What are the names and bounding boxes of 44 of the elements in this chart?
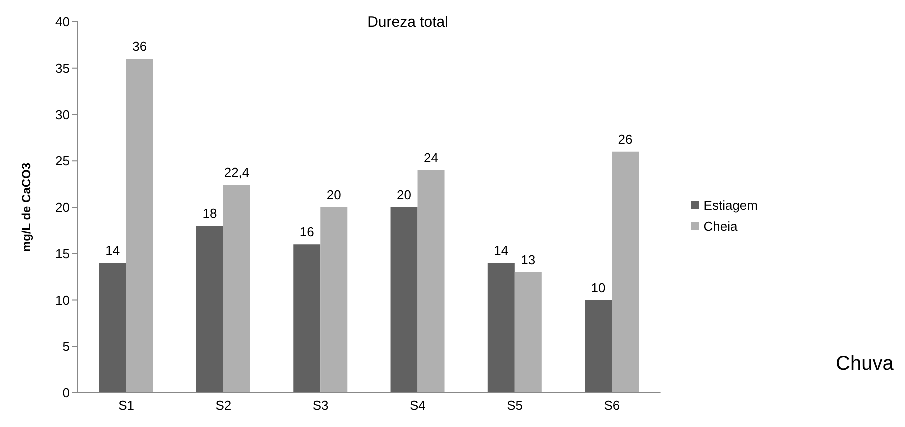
data-label: 20 (397, 188, 412, 202)
bar (320, 208, 348, 393)
bar (294, 244, 321, 393)
legend-label: Cheia (702, 218, 739, 234)
x-tick-label: S2 (216, 398, 232, 414)
data-label: 20 (326, 188, 342, 202)
y-tick-label: 30 (56, 107, 70, 122)
data-label: 10 (591, 280, 606, 296)
bar (418, 170, 445, 393)
data-label: 24 (424, 150, 438, 166)
data-label: 18 (202, 206, 218, 222)
bar (224, 185, 250, 393)
data-label: 14 (106, 243, 120, 258)
x-tick-label: S3 (312, 398, 329, 414)
x-tick-label: S4 (410, 398, 426, 414)
y-tick-label: 5 (62, 339, 70, 354)
y-tick-label: 20 (56, 200, 70, 216)
bar (488, 263, 515, 393)
y-tick-label: 35 (56, 60, 70, 76)
data-label: 26 (618, 132, 633, 147)
bar (390, 208, 418, 393)
y-tick-label: 25 (56, 154, 70, 169)
text: Chuva (836, 353, 894, 376)
bar (99, 263, 126, 393)
bar (126, 59, 154, 393)
chart-title: Dureza total (366, 14, 450, 31)
data-label: 13 (521, 252, 536, 268)
y-tick-label: 15 (56, 246, 70, 262)
y-tick-label: 10 (56, 292, 70, 308)
bar (585, 300, 612, 393)
x-tick-label: S5 (507, 398, 524, 414)
data-label: 36 (132, 39, 148, 54)
y-tick-label: 0 (62, 386, 70, 401)
x-tick-label: S1 (118, 398, 135, 414)
bar (196, 226, 224, 393)
data-label: 14 (494, 243, 509, 258)
x-tick-label: S6 (604, 398, 620, 414)
y-tick-label: 40 (56, 14, 70, 30)
legend-label: Estiagem (702, 198, 758, 212)
data-label: 16 (300, 224, 314, 240)
y-axis-title: mg/L de CaCO3 (19, 162, 34, 252)
bar (612, 152, 640, 393)
bar (514, 272, 542, 393)
data-label: 22,4 (224, 165, 250, 180)
